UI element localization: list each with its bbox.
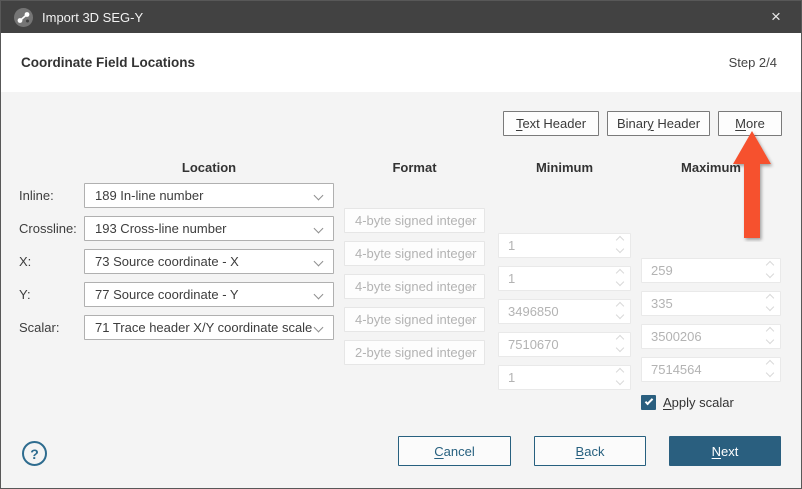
row-label: Inline:	[19, 188, 54, 203]
chevron-down-icon	[313, 322, 324, 333]
close-icon[interactable]: ×	[771, 7, 781, 26]
chevron-down-icon	[313, 256, 324, 267]
scalar-location-select[interactable]: 71 Trace header X/Y coordinate scale	[84, 315, 334, 340]
page-header: Coordinate Field Locations Step 2/4	[1, 33, 801, 92]
row-label: Scalar:	[19, 320, 60, 335]
column-header-location: Location	[181, 160, 237, 175]
column-headers: Location Format Minimum Maximum	[1, 160, 801, 176]
x-maximum-field: 3500206	[641, 324, 781, 349]
next-button[interactable]: Next	[669, 436, 781, 466]
checkbox-checked-icon[interactable]	[641, 395, 656, 410]
text-header-button[interactable]: Text Header	[503, 111, 599, 136]
crossline-location-select[interactable]: 193 Cross-line number	[84, 216, 334, 241]
x-format-select: 4-byte signed integer	[344, 274, 485, 299]
table-row-scalar: Scalar: 71 Trace header X/Y coordinate s…	[1, 315, 801, 410]
x-location-select[interactable]: 73 Source coordinate - X	[84, 249, 334, 274]
y-minimum-field: 7510670	[498, 332, 631, 357]
column-header-maximum: Maximum	[681, 160, 741, 175]
spinner-arrows-icon	[615, 367, 625, 386]
table-row-crossline: Crossline: 193 Cross-line number 4-byte …	[1, 216, 801, 316]
column-header-minimum: Minimum	[535, 160, 594, 175]
step-indicator: Step 2/4	[728, 55, 777, 70]
crossline-format-select: 4-byte signed integer	[344, 241, 485, 266]
scalar-format-select: 2-byte signed integer	[344, 340, 485, 365]
scalar-minimum-field: 1	[498, 365, 631, 390]
binary-header-button[interactable]: Binary Header	[607, 111, 710, 136]
spinner-arrows-icon	[765, 359, 775, 378]
inline-location-select[interactable]: 189 In-line number	[84, 183, 334, 208]
y-location-select[interactable]: 77 Source coordinate - Y	[84, 282, 334, 307]
back-button[interactable]: Back	[534, 436, 646, 466]
row-label: X:	[19, 254, 32, 269]
apply-scalar-label: Apply scalar	[663, 395, 734, 410]
column-header-format: Format	[392, 160, 437, 175]
inline-minimum-field: 1	[498, 233, 631, 258]
crossline-minimum-field: 1	[498, 266, 631, 291]
title-bar: Import 3D SEG-Y ×	[1, 1, 801, 33]
row-label: Y:	[19, 287, 31, 302]
y-format-select: 4-byte signed integer	[344, 307, 485, 332]
row-label: Crossline:	[19, 221, 77, 236]
chevron-down-icon	[313, 289, 324, 300]
apply-scalar-checkbox[interactable]: Apply scalar	[641, 390, 781, 415]
inline-maximum-field: 259	[641, 258, 781, 283]
header-toolbar: Text Header Binary Header More	[503, 111, 782, 136]
table-row-inline: Inline: 189 In-line number 4-byte signed…	[1, 183, 801, 283]
crossline-maximum-field: 335	[641, 291, 781, 316]
table-row-y: Y: 77 Source coordinate - Y 4-byte signe…	[1, 282, 801, 382]
chevron-down-icon	[313, 190, 324, 201]
table-row-x: X: 73 Source coordinate - X 4-byte signe…	[1, 249, 801, 349]
page-title: Coordinate Field Locations	[21, 55, 196, 70]
more-button[interactable]: More	[718, 111, 782, 136]
window-title: Import 3D SEG-Y	[42, 9, 144, 25]
cancel-button[interactable]: Cancel	[398, 436, 511, 466]
chevron-down-icon	[313, 223, 324, 234]
inline-format-select: 4-byte signed integer	[344, 208, 485, 233]
x-minimum-field: 3496850	[498, 299, 631, 324]
app-icon	[14, 7, 33, 27]
help-icon[interactable]: ?	[22, 441, 47, 466]
y-maximum-field: 7514564	[641, 357, 781, 382]
